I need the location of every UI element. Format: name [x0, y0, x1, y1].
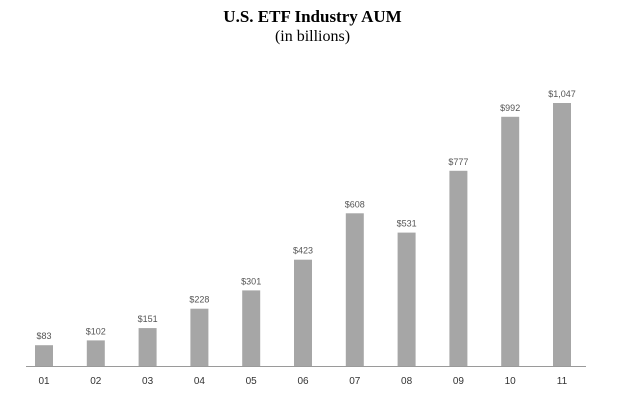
chart-subtitle: (in billions): [274, 28, 351, 45]
x-tick-05: 05: [246, 376, 258, 387]
bar-09: [449, 170, 468, 366]
x-tick-08: 08: [401, 376, 413, 387]
bar-11: [553, 103, 571, 366]
bar-06: [294, 259, 312, 366]
bar-01: [35, 345, 53, 366]
data-label-08: $531: [397, 219, 417, 229]
data-label-09: $777: [448, 157, 468, 167]
x-tick-03: 03: [142, 376, 154, 387]
data-label-04: $228: [189, 295, 209, 305]
data-label-05: $301: [241, 276, 261, 286]
bar-07: [345, 213, 364, 366]
data-label-11: $1,047: [548, 89, 576, 99]
x-tick-06: 06: [297, 376, 309, 387]
data-label-01: $83: [36, 331, 51, 341]
x-tick-01: 01: [38, 376, 50, 387]
data-label-10: $992: [500, 103, 520, 113]
data-label-02: $102: [86, 326, 106, 336]
chart-title-block: U.S. ETF Industry AUM (in billions): [0, 6, 625, 46]
bar-10: [501, 116, 520, 366]
x-tick-09: 09: [453, 376, 465, 387]
data-label-03: $151: [138, 314, 158, 324]
x-tick-07: 07: [349, 376, 361, 387]
x-tick-11: 11: [557, 376, 568, 387]
x-tick-10: 10: [505, 376, 517, 387]
x-tick-04: 04: [194, 376, 206, 387]
bar-02: [86, 340, 105, 366]
bar-03: [138, 328, 157, 366]
chart-title: U.S. ETF Industry AUM: [223, 7, 402, 26]
bar-08: [397, 232, 416, 366]
bar-05: [242, 290, 261, 366]
data-label-06: $423: [293, 246, 313, 256]
bar-04: [190, 308, 209, 366]
x-tick-02: 02: [90, 376, 102, 387]
data-label-07: $608: [345, 199, 365, 209]
